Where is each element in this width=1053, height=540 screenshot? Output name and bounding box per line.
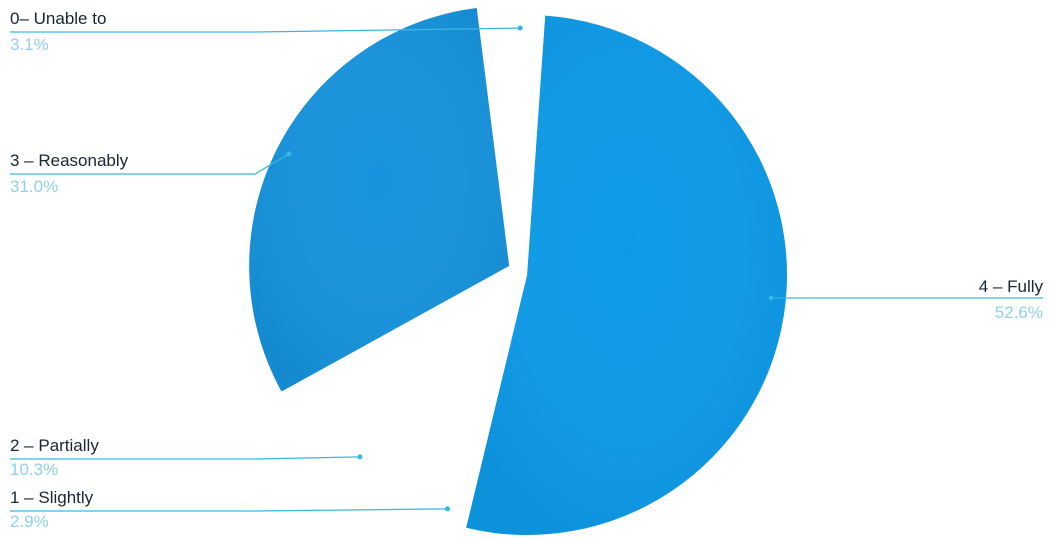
leader-dot-4 — [517, 25, 523, 31]
leader-line-3 — [10, 153, 290, 175]
slice-percent-4: 3.1% — [10, 35, 49, 54]
slice-percent-3: 31.0% — [10, 177, 58, 196]
leader-line-2 — [10, 456, 360, 460]
pie-slice-shade-3 — [249, 7, 510, 392]
leader-dot-2 — [357, 454, 363, 460]
slice-label-4: 0– Unable to — [10, 9, 106, 28]
pie-slice-shade-0 — [466, 15, 788, 535]
pie-slice-1 — [421, 275, 527, 528]
slice-label-2: 2 – Partially — [10, 436, 99, 455]
leader-line-1 — [10, 508, 448, 512]
pie-slice-2 — [299, 275, 527, 513]
slice-percent-0: 52.6% — [995, 303, 1043, 322]
leader-dot-1 — [445, 506, 450, 512]
slice-label-1: 1 – Slightly — [10, 488, 94, 507]
leader-dot-3 — [286, 151, 292, 157]
leader-dot-0 — [768, 295, 774, 301]
leader-line-4 — [10, 27, 521, 33]
pie-slice-4 — [494, 14, 546, 275]
slice-percent-2: 10.3% — [10, 460, 58, 479]
slice-label-0: 4 – Fully — [979, 277, 1044, 296]
slice-percent-1: 2.9% — [10, 512, 49, 531]
slice-label-3: 3 – Reasonably — [10, 151, 129, 170]
